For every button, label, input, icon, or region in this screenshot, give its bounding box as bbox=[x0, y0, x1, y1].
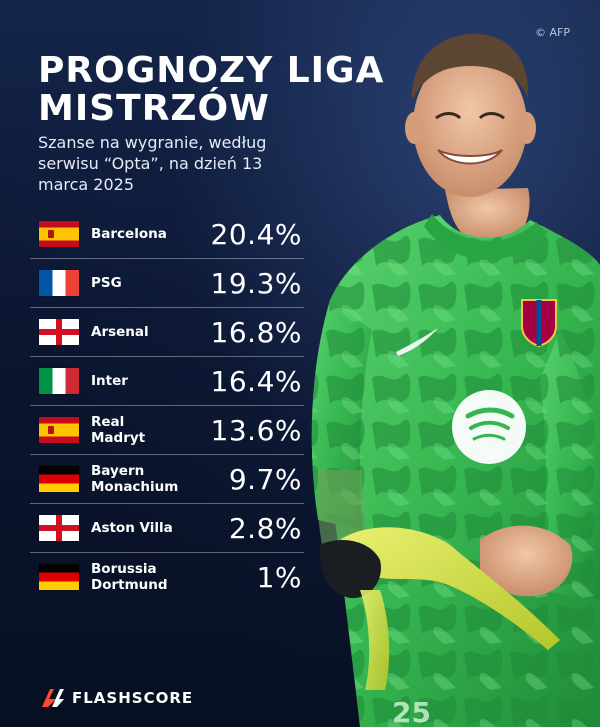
win-probability: 16.8% bbox=[210, 315, 302, 349]
germany-flag-icon bbox=[39, 466, 79, 492]
win-probability: 1% bbox=[256, 560, 302, 594]
spain-flag-icon bbox=[39, 221, 79, 247]
table-row: Borussia Dortmund 1% bbox=[30, 553, 304, 601]
team-name: Real Madryt bbox=[91, 414, 146, 446]
photo-credit: © AFP bbox=[535, 26, 570, 39]
win-probability: 20.4% bbox=[210, 217, 302, 251]
team-name: Arsenal bbox=[91, 324, 149, 340]
odds-table: Barcelona 20.4% PSG 19.3% Arsenal 16.8% … bbox=[30, 210, 304, 601]
win-probability: 19.3% bbox=[210, 266, 302, 300]
italy-flag-icon bbox=[39, 368, 79, 394]
england-flag-icon bbox=[39, 319, 79, 345]
germany-flag-icon bbox=[39, 564, 79, 590]
team-name: PSG bbox=[91, 275, 122, 291]
table-row: Inter 16.4% bbox=[30, 357, 304, 406]
table-row: Arsenal 16.8% bbox=[30, 308, 304, 357]
flashscore-logo: FLASHSCORE bbox=[40, 687, 193, 709]
win-probability: 2.8% bbox=[228, 511, 302, 545]
team-name: Inter bbox=[91, 373, 128, 389]
subtitle: Szanse na wygranie, według serwisu “Opta… bbox=[38, 133, 267, 194]
brand-name: FLASHSCORE bbox=[72, 689, 194, 707]
team-name: Bayern Monachium bbox=[91, 463, 179, 495]
france-flag-icon bbox=[39, 270, 79, 296]
table-row: PSG 19.3% bbox=[30, 259, 304, 308]
page-title: PROGNOZY LIGA MISTRZÓW bbox=[38, 50, 385, 129]
win-probability: 13.6% bbox=[210, 413, 302, 447]
table-row: Barcelona 20.4% bbox=[30, 210, 304, 259]
win-probability: 16.4% bbox=[210, 364, 302, 398]
table-row: Aston Villa 2.8% bbox=[30, 504, 304, 553]
table-row: Bayern Monachium 9.7% bbox=[30, 455, 304, 504]
svg-text:25: 25 bbox=[392, 696, 431, 727]
flashscore-logo-icon bbox=[42, 689, 64, 707]
team-name: Barcelona bbox=[91, 226, 167, 242]
team-name: Aston Villa bbox=[91, 520, 173, 536]
table-row: Real Madryt 13.6% bbox=[30, 406, 304, 455]
england-flag-icon bbox=[39, 515, 79, 541]
spain-flag-icon bbox=[39, 417, 79, 443]
team-name: Borussia Dortmund bbox=[91, 561, 168, 593]
win-probability: 9.7% bbox=[228, 462, 302, 496]
